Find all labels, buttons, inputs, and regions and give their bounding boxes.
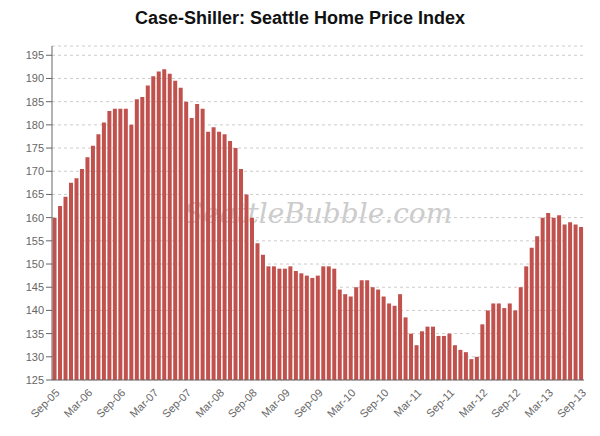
svg-text:135: 135 — [26, 328, 44, 340]
svg-text:125: 125 — [26, 374, 44, 386]
svg-text:130: 130 — [26, 351, 44, 363]
svg-text:Sep-13: Sep-13 — [555, 386, 589, 420]
svg-text:Sep-06: Sep-06 — [94, 386, 128, 420]
html-text:SeattleBubble.com: SeattleBubble.com — [183, 196, 453, 230]
svg-text:140: 140 — [26, 304, 44, 316]
svg-text:175: 175 — [26, 142, 44, 154]
svg-text:Sep-11: Sep-11 — [424, 386, 457, 419]
svg-text:Mar-09: Mar-09 — [259, 386, 292, 419]
svg-text:195: 195 — [26, 49, 44, 61]
svg-text:150: 150 — [26, 258, 44, 270]
svg-text:185: 185 — [26, 96, 44, 108]
svg-text:180: 180 — [26, 119, 44, 131]
svg-text:Mar-06: Mar-06 — [61, 386, 94, 419]
html-text:Case-Shiller: Seattle Home Pri: Case-Shiller: Seattle Home Price Index — [134, 8, 466, 28]
svg-text:Sep-07: Sep-07 — [160, 386, 194, 420]
svg-text:Sep-05: Sep-05 — [28, 386, 62, 420]
svg-text:Mar-08: Mar-08 — [193, 386, 226, 419]
svg-text:Mar-13: Mar-13 — [522, 386, 555, 419]
svg-text:Sep-08: Sep-08 — [226, 386, 260, 420]
svg-text:Mar-07: Mar-07 — [127, 386, 160, 419]
svg-text:Mar-12: Mar-12 — [456, 386, 489, 419]
svg-text:Sep-09: Sep-09 — [291, 386, 325, 420]
svg-text:Mar-10: Mar-10 — [325, 386, 358, 419]
svg-text:Sep-10: Sep-10 — [357, 386, 391, 420]
svg-text:Sep-12: Sep-12 — [489, 386, 523, 420]
svg-text:145: 145 — [26, 281, 44, 293]
svg-text:170: 170 — [26, 165, 44, 177]
svg-text:165: 165 — [26, 188, 44, 200]
svg-text:190: 190 — [26, 72, 44, 84]
svg-text:Mar-11: Mar-11 — [391, 386, 424, 419]
svg-text:160: 160 — [26, 212, 44, 224]
svg-text:155: 155 — [26, 235, 44, 247]
